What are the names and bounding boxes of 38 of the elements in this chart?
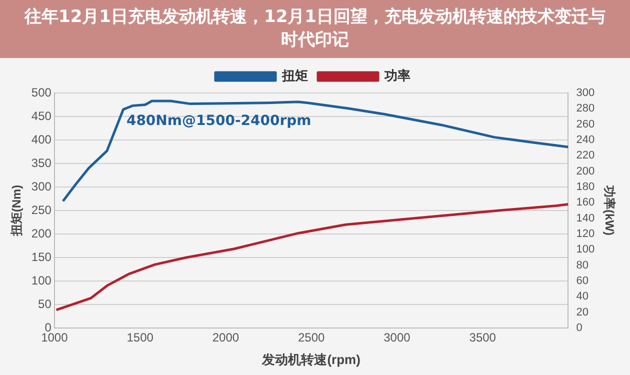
y-tick-label: 300 [31,179,52,194]
y2-tick-label: 0 [576,322,582,334]
y-tick-label: 400 [31,132,52,146]
annotation: 480Nm@1500-2400rpm [126,112,312,129]
chart-title: 往年12月1日充电发动机转速，12月1日回望，充电发动机转速的技术变迁与时代印记 [0,0,630,58]
y-tick-label: 250 [31,202,52,217]
y2-tick-label: 280 [576,102,595,115]
y2-tick-label: 200 [576,165,595,178]
x-tick-label: 2000 [212,330,240,345]
y2-tick-label: 300 [576,87,595,100]
y2-tick-label: 240 [576,134,595,146]
y2-tick-label: 120 [576,228,595,240]
x-tick-label: 2500 [298,330,326,345]
y2-tick-label: 20 [576,306,588,318]
y-tick-label: 350 [31,156,52,170]
y2-tick-label: 180 [576,181,595,194]
y2-tick-label: 40 [576,290,588,303]
x-tick-label: 1500 [126,330,154,345]
y2-tick-label: 100 [576,244,595,256]
legend-label: 扭矩 [281,68,308,84]
x-tick-label: 3500 [469,330,496,345]
y-tick-label: 150 [31,250,52,264]
y-tick-label: 450 [31,108,52,123]
y-tick-label: 500 [31,85,52,100]
y2-tick-label: 160 [576,196,595,209]
y2-axis-title: 功率(kW) [602,184,616,236]
y-tick-label: 200 [31,226,52,240]
y2-tick-label: 80 [576,259,588,272]
y2-tick-label: 260 [576,118,595,130]
y2-tick-label: 220 [576,150,595,162]
y2-tick-label: 60 [576,275,588,288]
y-tick-label: 100 [31,273,52,288]
y2-tick-label: 140 [576,212,595,224]
legend-label: 功率 [384,68,410,84]
x-axis-title: 发动机转速(rpm) [261,352,360,367]
x-tick-label: 3000 [384,330,411,345]
y-tick-label: 50 [38,296,52,311]
y-axis-title: 扭矩(Nm) [10,184,24,238]
